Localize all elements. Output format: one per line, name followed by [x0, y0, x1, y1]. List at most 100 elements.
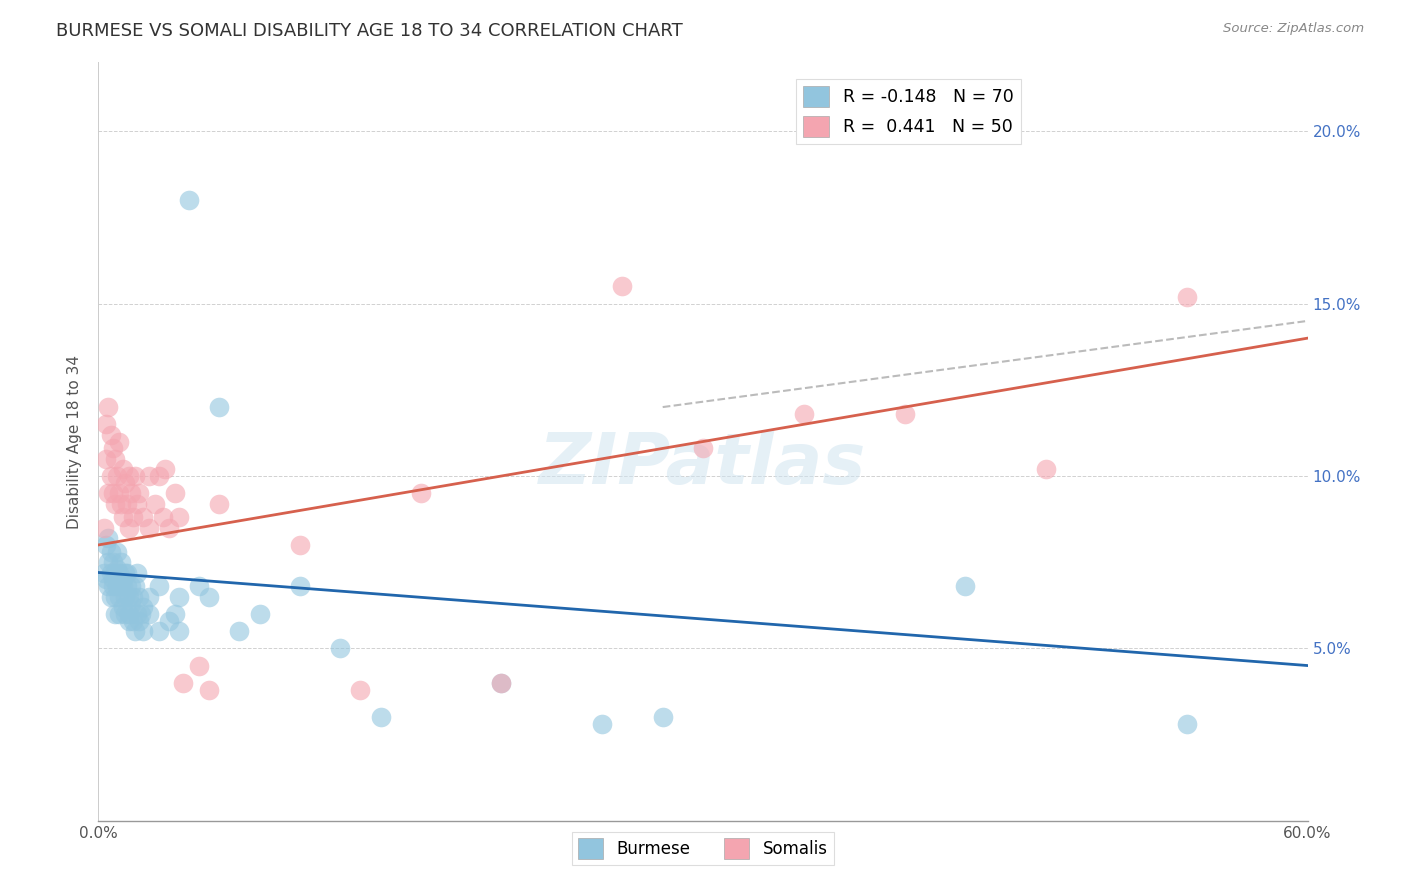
Point: [97, 555, 120, 569]
Point: [1175, 290, 1198, 304]
Point: [179, 194, 201, 208]
Point: [118, 521, 141, 535]
Point: [110, 555, 132, 569]
Point: [793, 407, 815, 421]
Point: [105, 562, 128, 576]
Point: [128, 486, 150, 500]
Point: [121, 614, 143, 628]
Point: [97, 531, 120, 545]
Point: [128, 590, 150, 604]
Point: [93, 521, 115, 535]
Point: [100, 590, 122, 604]
Point: [97, 579, 120, 593]
Point: [198, 590, 221, 604]
Point: [107, 590, 129, 604]
Point: [167, 590, 190, 604]
Point: [138, 521, 160, 535]
Point: [101, 579, 124, 593]
Point: [208, 400, 231, 414]
Point: [1035, 462, 1057, 476]
Point: [143, 497, 166, 511]
Point: [118, 614, 141, 628]
Point: [132, 624, 155, 639]
Point: [288, 538, 311, 552]
Point: [103, 566, 125, 580]
Point: [100, 427, 122, 442]
Point: [692, 442, 714, 456]
Point: [148, 469, 170, 483]
Point: [110, 579, 132, 593]
Point: [100, 566, 122, 580]
Point: [167, 510, 190, 524]
Text: BURMESE VS SOMALI DISABILITY AGE 18 TO 34 CORRELATION CHART: BURMESE VS SOMALI DISABILITY AGE 18 TO 3…: [56, 22, 683, 40]
Point: [138, 590, 160, 604]
Point: [97, 400, 120, 414]
Point: [651, 710, 673, 724]
Point: [148, 624, 170, 639]
Point: [125, 497, 148, 511]
Point: [96, 538, 118, 552]
Point: [409, 486, 432, 500]
Point: [153, 462, 176, 476]
Point: [111, 599, 134, 614]
Point: [114, 607, 136, 621]
Point: [96, 451, 118, 466]
Point: [152, 510, 174, 524]
Point: [111, 462, 134, 476]
Point: [118, 590, 141, 604]
Point: [349, 682, 371, 697]
Point: [138, 469, 160, 483]
Point: [591, 717, 613, 731]
Point: [129, 607, 152, 621]
Point: [118, 469, 141, 483]
Point: [100, 545, 122, 559]
Point: [370, 710, 392, 724]
Point: [124, 624, 146, 639]
Point: [111, 573, 134, 587]
Point: [101, 442, 124, 456]
Point: [103, 451, 125, 466]
Point: [107, 573, 129, 587]
Point: [115, 579, 138, 593]
Point: [163, 486, 186, 500]
Point: [118, 607, 141, 621]
Point: [132, 510, 155, 524]
Point: [953, 579, 976, 593]
Point: [188, 579, 211, 593]
Point: [111, 579, 134, 593]
Point: [96, 573, 118, 587]
Point: [124, 469, 146, 483]
Text: Source: ZipAtlas.com: Source: ZipAtlas.com: [1223, 22, 1364, 36]
Point: [157, 521, 180, 535]
Point: [103, 497, 125, 511]
Point: [110, 497, 132, 511]
Point: [198, 682, 221, 697]
Point: [107, 607, 129, 621]
Point: [120, 579, 142, 593]
Point: [107, 434, 129, 449]
Point: [114, 566, 136, 580]
Point: [111, 510, 134, 524]
Legend: Burmese, Somalis: Burmese, Somalis: [572, 831, 834, 865]
Point: [120, 486, 142, 500]
Point: [148, 579, 170, 593]
Point: [96, 417, 118, 432]
Point: [121, 590, 143, 604]
Point: [329, 641, 352, 656]
Point: [103, 590, 125, 604]
Point: [163, 607, 186, 621]
Point: [107, 486, 129, 500]
Point: [249, 607, 271, 621]
Point: [114, 475, 136, 490]
Point: [491, 675, 513, 690]
Point: [105, 469, 128, 483]
Point: [893, 407, 915, 421]
Point: [288, 579, 311, 593]
Point: [121, 510, 143, 524]
Point: [208, 497, 231, 511]
Point: [107, 566, 129, 580]
Point: [612, 279, 634, 293]
Point: [101, 486, 124, 500]
Point: [491, 675, 513, 690]
Point: [115, 497, 138, 511]
